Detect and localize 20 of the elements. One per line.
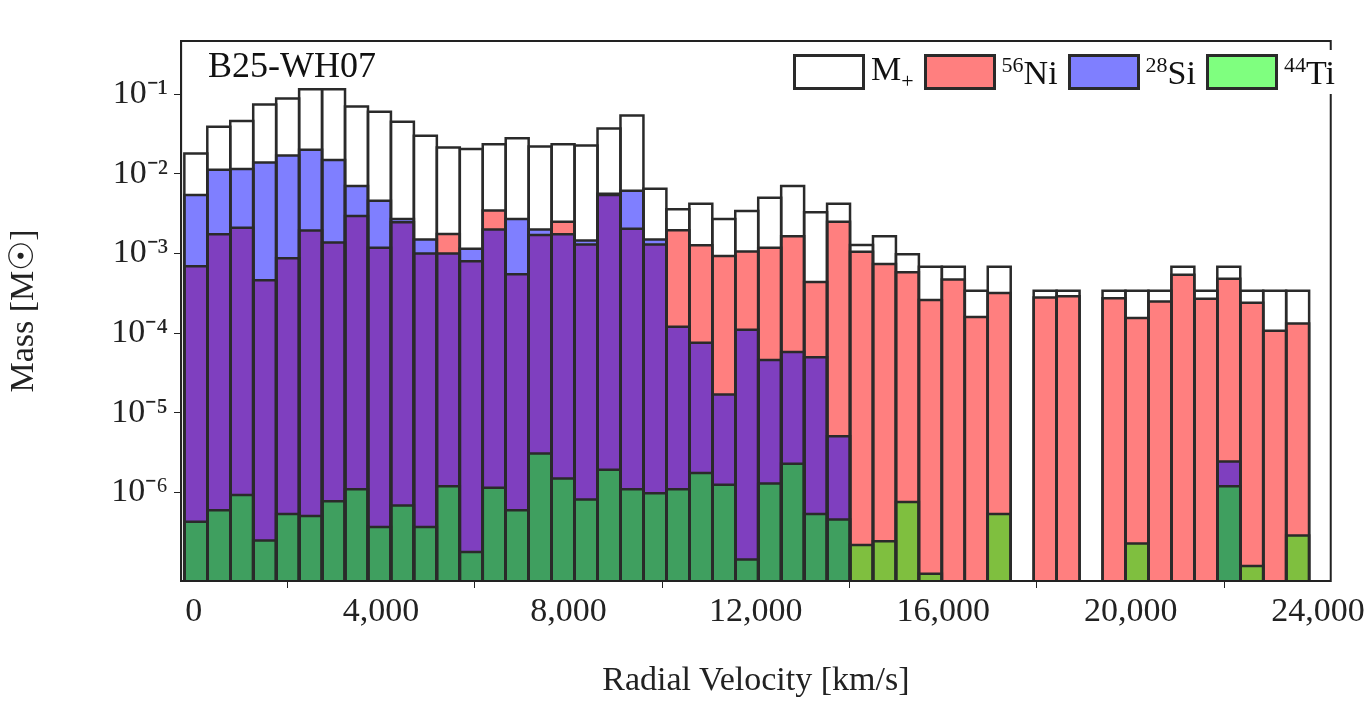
y-tick-label: 10⁻²: [112, 152, 168, 190]
y-tick-label: 10⁻⁵: [111, 391, 168, 429]
annotation: B25-WH07: [208, 45, 376, 86]
y-tick-label: 10⁻¹: [112, 72, 168, 110]
y-tick-label: 10⁻³: [112, 232, 168, 270]
legend-label: $^{44}$Ti: [1283, 51, 1335, 93]
legend-label: $^{28}$Si: [1145, 51, 1196, 93]
y-tick-label: 10⁻⁶: [111, 471, 168, 509]
x-tick-label: 12,000: [709, 591, 803, 629]
x-tick-label: 0: [185, 591, 203, 629]
x-axis-title: Radial Velocity [km/s]: [602, 659, 910, 697]
x-tick-label: 16,000: [896, 591, 990, 629]
x-tick-label: 8,000: [530, 591, 607, 629]
text: M$_{+}$: [870, 50, 914, 94]
x-tick-label: 4,000: [342, 591, 420, 629]
legend-label: $^{56}$Ni: [1001, 51, 1058, 93]
x-tick-label: 20,000: [1083, 591, 1178, 629]
y-axis-title: Mass [M☉]: [3, 229, 41, 393]
x-tick-label: 24,000: [1271, 591, 1365, 629]
y-tick-label: 10⁻⁴: [111, 312, 168, 350]
